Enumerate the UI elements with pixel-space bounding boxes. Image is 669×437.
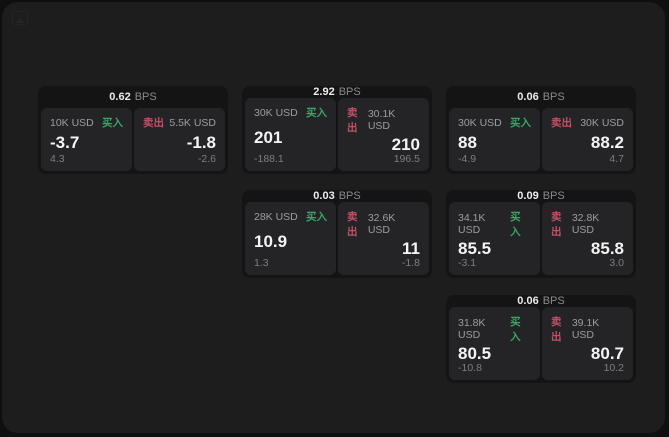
image-placeholder-icon [12, 11, 28, 25]
sell-panel[interactable]: 卖出 5.5K USD -1.8 -2.6 [134, 108, 225, 171]
buy-amount: 30K USD [254, 106, 298, 119]
buy-amount: 34.1K USD [458, 212, 486, 236]
quote-panels: 30K USD 买入 201 -188.1 卖出 30.1K USD 210 1… [245, 98, 429, 171]
sell-amount: 30K USD [580, 116, 624, 129]
buy-price: -3.7 [50, 132, 80, 152]
sell-amount: 30.1K USD [367, 108, 396, 132]
buy-label: 买入 [510, 211, 521, 238]
sell-label: 卖出 [347, 107, 358, 134]
buy-delta: -3.1 [458, 257, 477, 269]
sell-panel[interactable]: 卖出 30.1K USD 210 196.5 [338, 98, 429, 171]
sell-label: 卖出 [347, 211, 358, 238]
spread-unit: BPS [542, 295, 565, 307]
sell-label: 卖出 [551, 211, 562, 238]
spread-header: 0.09 BPS [449, 190, 633, 202]
app-window: 0.62 BPS 10K USD 买入 -3.7 4.3 卖出 5.5K USD… [2, 2, 665, 433]
buy-price: 201 [254, 127, 283, 147]
sell-price: -1.8 [186, 132, 216, 152]
sell-panel[interactable]: 卖出 30K USD 88.2 4.7 [542, 108, 633, 171]
sell-amount: 32.6K USD [367, 212, 396, 236]
buy-price: 88 [458, 132, 477, 152]
quote-panels: 30K USD 买入 88 -4.9 卖出 30K USD 88.2 4.7 [449, 108, 633, 171]
spread-header: 0.06 BPS [449, 86, 633, 108]
spread-value: 0.09 [517, 190, 539, 202]
buy-delta: -10.8 [458, 362, 482, 374]
sell-price: 85.8 [590, 239, 624, 258]
spread-unit: BPS [542, 91, 565, 103]
buy-price: 10.9 [254, 231, 288, 251]
spread-header: 2.92 BPS [245, 86, 429, 98]
sell-price: 80.7 [590, 344, 624, 363]
spread-value: 0.06 [517, 295, 539, 307]
sell-label: 卖出 [143, 117, 164, 129]
spread-value: 2.92 [313, 86, 335, 98]
sell-amount: 32.8K USD [571, 212, 600, 236]
spread-header: 0.62 BPS [41, 86, 225, 108]
quote-card: 0.62 BPS 10K USD 买入 -3.7 4.3 卖出 5.5K USD… [38, 86, 228, 174]
spread-unit: BPS [338, 86, 361, 98]
sell-amount: 5.5K USD [169, 116, 216, 129]
spread-value: 0.06 [517, 91, 539, 103]
quote-card: 0.06 BPS 31.8K USD 买入 80.5 -10.8 卖出 39.1… [446, 295, 636, 383]
buy-label: 买入 [102, 117, 123, 129]
sell-panel[interactable]: 卖出 32.8K USD 85.8 3.0 [542, 202, 633, 275]
spread-unit: BPS [542, 190, 565, 202]
spread-header: 0.03 BPS [245, 190, 429, 202]
quote-card: 0.09 BPS 34.1K USD 买入 85.5 -3.1 卖出 32.8K… [446, 190, 636, 278]
sell-price: 210 [391, 135, 420, 154]
sell-delta: -1.8 [401, 257, 420, 269]
buy-panel[interactable]: 31.8K USD 买入 80.5 -10.8 [449, 307, 540, 380]
buy-delta: 1.3 [254, 257, 269, 269]
buy-delta: -4.9 [458, 153, 477, 165]
sell-amount: 39.1K USD [571, 317, 600, 341]
sell-label: 卖出 [551, 316, 562, 343]
buy-panel[interactable]: 28K USD 买入 10.9 1.3 [245, 202, 336, 275]
sell-delta: 10.2 [603, 362, 624, 374]
sell-label: 卖出 [551, 117, 572, 129]
sell-delta: 3.0 [609, 257, 624, 269]
buy-amount: 31.8K USD [458, 317, 486, 341]
sell-panel[interactable]: 卖出 32.6K USD 11 -1.8 [338, 202, 429, 275]
quote-panels: 31.8K USD 买入 80.5 -10.8 卖出 39.1K USD 80.… [449, 307, 633, 380]
buy-price: 80.5 [458, 344, 492, 363]
spread-header: 0.06 BPS [449, 295, 633, 307]
quote-card: 0.03 BPS 28K USD 买入 10.9 1.3 卖出 32.6K US… [242, 190, 432, 278]
buy-label: 买入 [510, 316, 521, 343]
quote-panels: 10K USD 买入 -3.7 4.3 卖出 5.5K USD -1.8 -2.… [41, 108, 225, 171]
sell-delta: 4.7 [609, 153, 624, 165]
buy-label: 买入 [510, 117, 531, 129]
buy-panel[interactable]: 30K USD 买入 201 -188.1 [245, 98, 336, 171]
sell-delta: 196.5 [393, 153, 420, 165]
buy-amount: 30K USD [458, 116, 502, 129]
sell-price: 88.2 [590, 132, 624, 152]
buy-panel[interactable]: 30K USD 买入 88 -4.9 [449, 108, 540, 171]
buy-panel[interactable]: 34.1K USD 买入 85.5 -3.1 [449, 202, 540, 275]
buy-amount: 10K USD [50, 116, 94, 129]
quote-panels: 28K USD 买入 10.9 1.3 卖出 32.6K USD 11 -1.8 [245, 202, 429, 275]
buy-delta: -188.1 [254, 153, 284, 165]
buy-delta: 4.3 [50, 153, 65, 165]
quote-panels: 34.1K USD 买入 85.5 -3.1 卖出 32.8K USD 85.8… [449, 202, 633, 275]
spread-unit: BPS [134, 91, 157, 103]
buy-price: 85.5 [458, 239, 492, 258]
sell-panel[interactable]: 卖出 39.1K USD 80.7 10.2 [542, 307, 633, 380]
spread-unit: BPS [338, 190, 361, 202]
sell-delta: -2.6 [197, 153, 216, 165]
buy-label: 买入 [306, 211, 327, 223]
buy-panel[interactable]: 10K USD 买入 -3.7 4.3 [41, 108, 132, 171]
spread-value: 0.62 [109, 91, 131, 103]
sell-price: 11 [402, 239, 420, 258]
spread-value: 0.03 [313, 190, 335, 202]
quote-card: 0.06 BPS 30K USD 买入 88 -4.9 卖出 30K USD 8… [446, 86, 636, 174]
buy-label: 买入 [306, 107, 327, 119]
quote-card: 2.92 BPS 30K USD 买入 201 -188.1 卖出 30.1K … [242, 86, 432, 174]
buy-amount: 28K USD [254, 210, 298, 223]
